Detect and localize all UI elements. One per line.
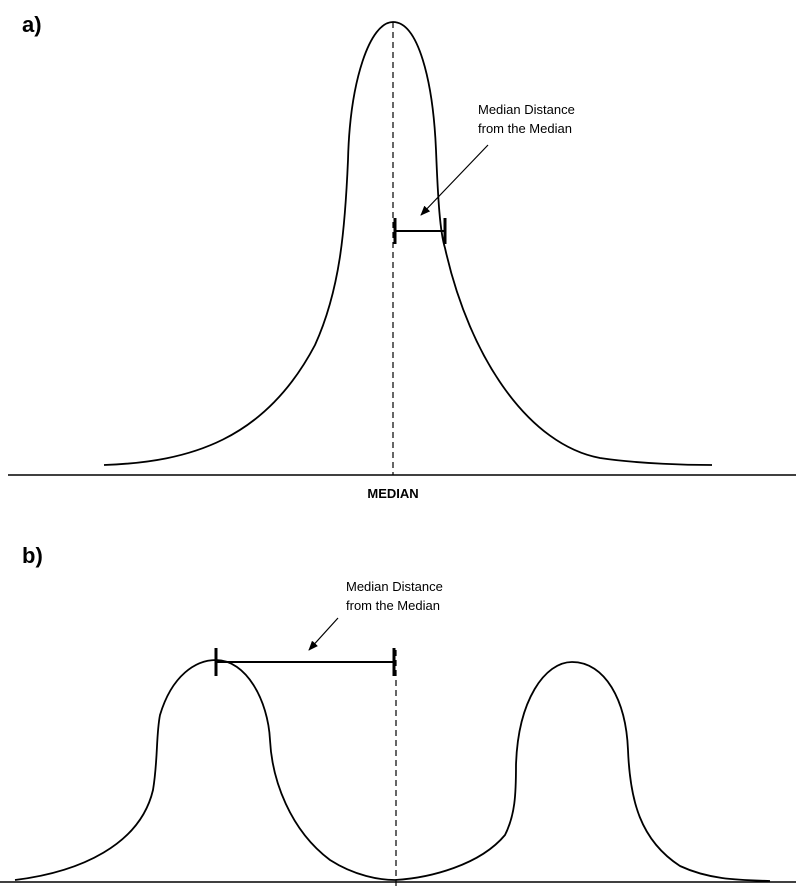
panel-a-distribution-curve <box>103 21 713 466</box>
panel-b-annotation-arrow <box>308 617 339 651</box>
panel-a-median-label: MEDIAN <box>367 486 418 501</box>
panel-a: a) Median Distance from the Median MEDIA… <box>8 12 796 501</box>
panel-b: b) Median Distance from the Median <box>0 543 796 887</box>
panel-a-label: a) <box>22 12 42 37</box>
panel-b-annotation-line1: Median Distance <box>346 579 443 594</box>
panel-b-left-peak-curve <box>14 659 396 881</box>
panel-a-annotation-arrow <box>420 144 489 216</box>
panel-b-annotation-line2: from the Median <box>346 598 440 613</box>
panel-b-label: b) <box>22 543 43 568</box>
panel-a-annotation-line2: from the Median <box>478 121 572 136</box>
panel-a-annotation-line1: Median Distance <box>478 102 575 117</box>
panel-b-right-peak-curve <box>394 661 771 882</box>
